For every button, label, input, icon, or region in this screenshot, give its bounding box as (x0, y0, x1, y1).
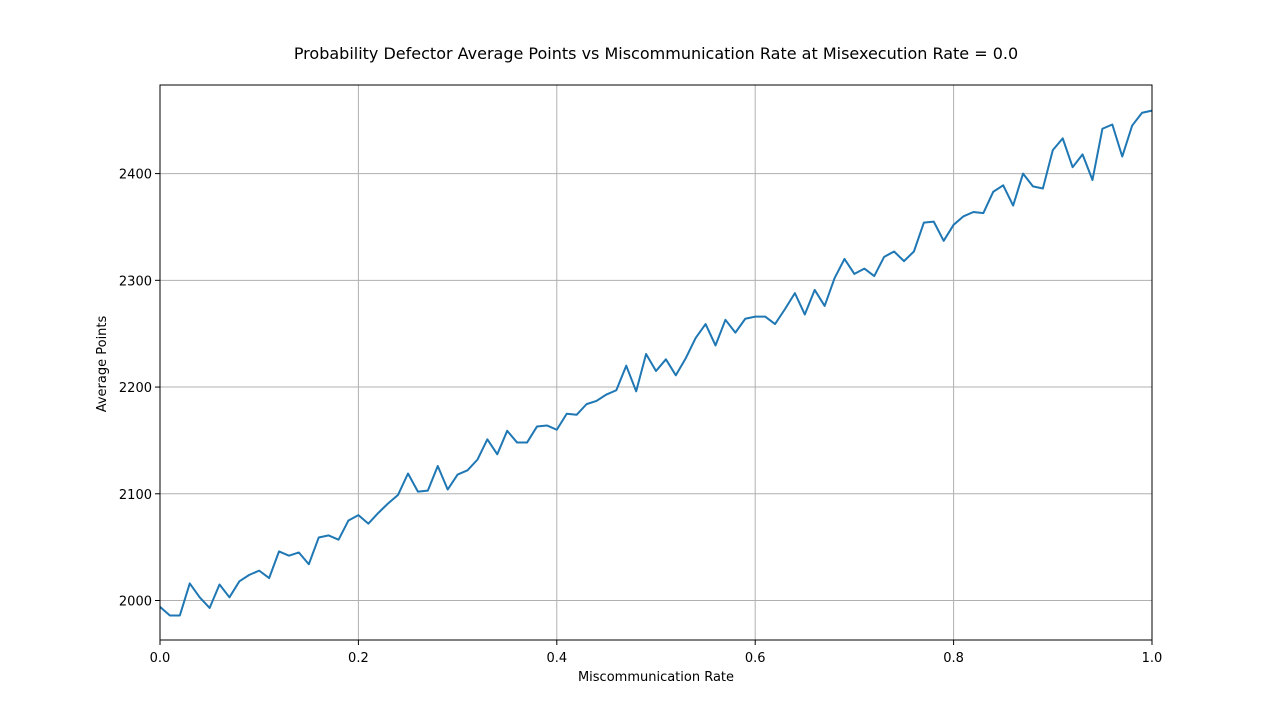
x-axis: 0.0 0.2 0.4 0.6 0.8 1.0 (150, 640, 1163, 666)
y-axis: 2000 2100 2200 2300 2400 (119, 168, 160, 610)
y-tick-label: 2000 (119, 595, 152, 610)
series-line (159, 109, 1153, 617)
chart-title: Probability Defector Average Points vs M… (294, 44, 1018, 63)
y-tick-label: 2200 (119, 381, 152, 396)
plot-line-group (159, 109, 1153, 617)
y-tick-label: 2300 (119, 274, 152, 289)
y-axis-label: Average Points (95, 315, 110, 412)
x-tick-label: 0.6 (745, 651, 766, 666)
x-tick-label: 0.2 (348, 651, 369, 666)
x-tick-label: 1.0 (1142, 651, 1163, 666)
x-tick-label: 0.0 (150, 651, 171, 666)
x-axis-label: Miscommunication Rate (578, 670, 734, 685)
plot-frame (159, 84, 1153, 641)
y-tick-label: 2400 (119, 168, 152, 183)
x-tick-label: 0.4 (546, 651, 567, 666)
y-tick-label: 2100 (119, 488, 152, 503)
x-tick-label: 0.8 (943, 651, 964, 666)
